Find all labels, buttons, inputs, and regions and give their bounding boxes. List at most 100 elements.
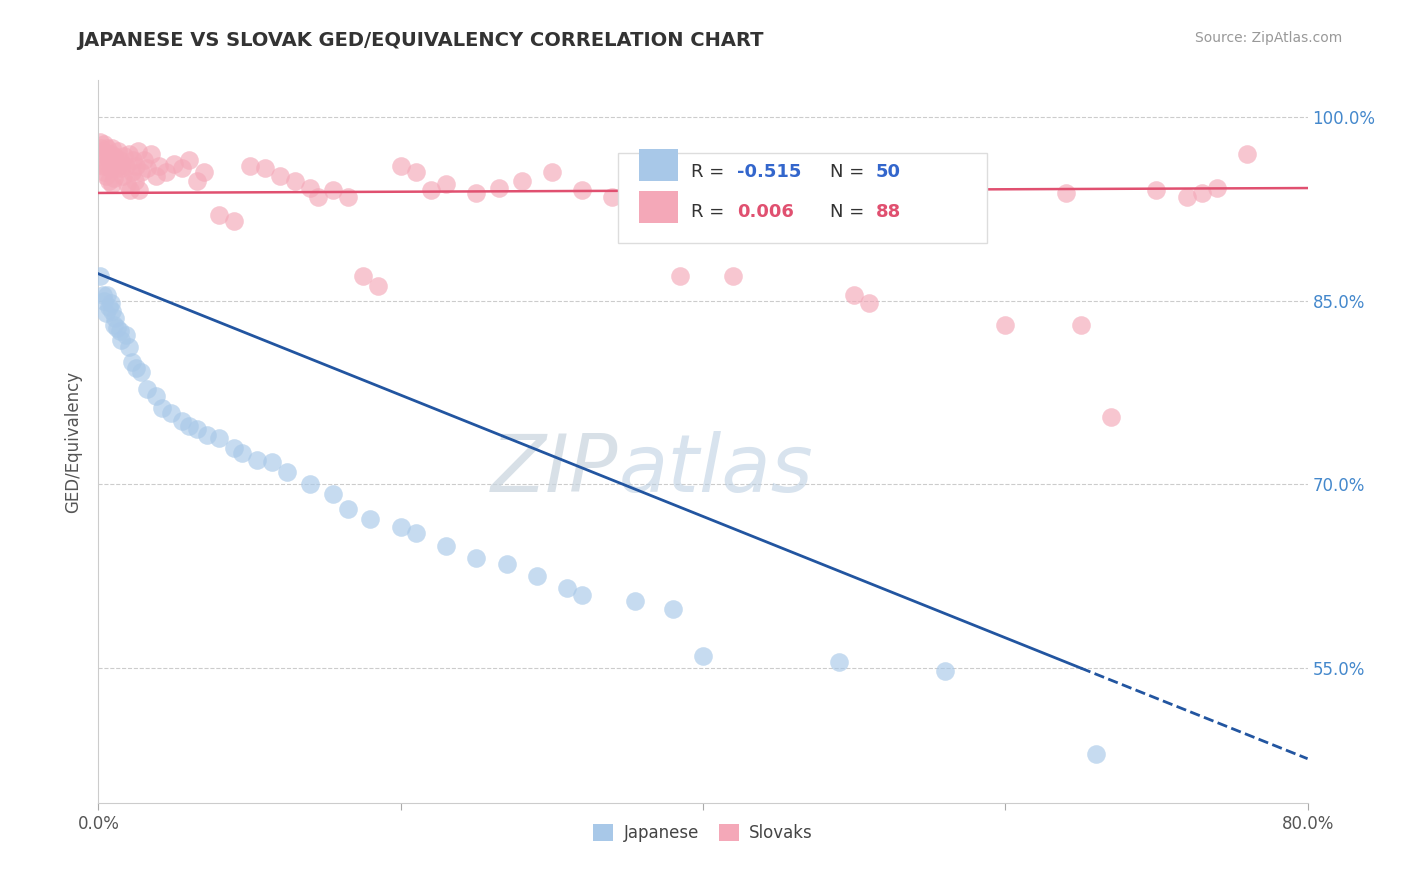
Point (125, 159, 148, 173)
Point (186, 174, 208, 188)
Point (434, 539, 457, 553)
Point (465, 186, 488, 200)
Point (661, 602, 683, 616)
Point (91, 145, 114, 159)
Point (1236, 146, 1258, 161)
Point (127, 145, 149, 159)
Point (276, 465, 298, 479)
Point (179, 153, 201, 167)
Point (844, 287, 866, 301)
Point (100, 296, 122, 310)
Point (352, 269, 374, 284)
Text: N =: N = (830, 203, 870, 221)
Point (224, 441, 246, 455)
Text: -0.515: -0.515 (737, 163, 801, 181)
Point (129, 365, 152, 379)
Point (163, 156, 186, 170)
Point (994, 318, 1017, 333)
Point (934, 664, 956, 678)
Point (145, 169, 167, 183)
Point (100, 161, 122, 176)
Point (101, 303, 124, 318)
Point (759, 189, 782, 203)
Point (262, 455, 284, 469)
Point (322, 487, 344, 501)
Point (94, 149, 117, 163)
Point (195, 428, 218, 442)
Text: R =: R = (690, 203, 730, 221)
Point (125, 361, 148, 376)
Point (246, 453, 269, 467)
Point (360, 511, 382, 525)
Point (120, 184, 142, 198)
Point (307, 189, 329, 203)
Point (1070, 318, 1092, 333)
Point (186, 422, 208, 436)
Point (89, 269, 111, 284)
Text: N =: N = (830, 163, 870, 181)
Point (1175, 189, 1198, 203)
Point (145, 389, 167, 403)
Point (124, 174, 146, 188)
Point (571, 588, 593, 602)
Point (253, 161, 276, 176)
Point (336, 189, 359, 203)
Point (93, 165, 115, 179)
Point (110, 333, 132, 347)
Point (405, 526, 427, 541)
Point (669, 269, 692, 284)
Point (111, 169, 134, 183)
Point (322, 184, 344, 198)
Point (160, 406, 183, 420)
Point (465, 550, 488, 565)
Point (571, 184, 593, 198)
Point (108, 153, 131, 167)
FancyBboxPatch shape (619, 153, 987, 243)
Point (122, 153, 145, 167)
Point (98, 153, 121, 167)
Point (105, 161, 128, 176)
Point (193, 165, 215, 179)
Point (135, 382, 157, 396)
Point (150, 401, 173, 416)
Point (118, 146, 141, 161)
Point (179, 418, 201, 433)
Point (555, 582, 578, 596)
Point (602, 189, 624, 203)
Text: ZIP: ZIP (491, 432, 619, 509)
Point (1085, 747, 1108, 761)
Point (104, 310, 127, 325)
Point (103, 318, 125, 333)
Text: R =: R = (690, 163, 730, 181)
Point (510, 174, 533, 188)
Point (90, 141, 112, 155)
Point (128, 184, 150, 198)
Point (624, 593, 647, 607)
Point (495, 557, 517, 571)
Point (103, 171, 125, 186)
Point (1191, 186, 1213, 200)
Point (100, 146, 122, 161)
Point (96, 141, 118, 155)
Point (104, 156, 127, 170)
Point (526, 569, 548, 583)
Point (112, 149, 135, 163)
Point (90, 153, 112, 167)
Point (98, 300, 121, 314)
Text: JAPANESE VS SLOVAK GED/EQUIVALENCY CORRELATION CHART: JAPANESE VS SLOVAK GED/EQUIVALENCY CORRE… (77, 31, 763, 50)
Point (1054, 186, 1077, 200)
Point (141, 146, 163, 161)
Point (93, 136, 115, 151)
Text: 50: 50 (876, 163, 901, 181)
Point (269, 169, 291, 183)
Y-axis label: GED/Equivalency: GED/Equivalency (65, 370, 83, 513)
Point (91, 159, 114, 173)
Point (723, 269, 745, 284)
Point (115, 178, 138, 192)
Point (129, 165, 152, 179)
Point (118, 340, 141, 354)
Text: 88: 88 (876, 203, 901, 221)
Point (108, 324, 131, 338)
Point (208, 431, 231, 445)
Point (336, 502, 359, 516)
